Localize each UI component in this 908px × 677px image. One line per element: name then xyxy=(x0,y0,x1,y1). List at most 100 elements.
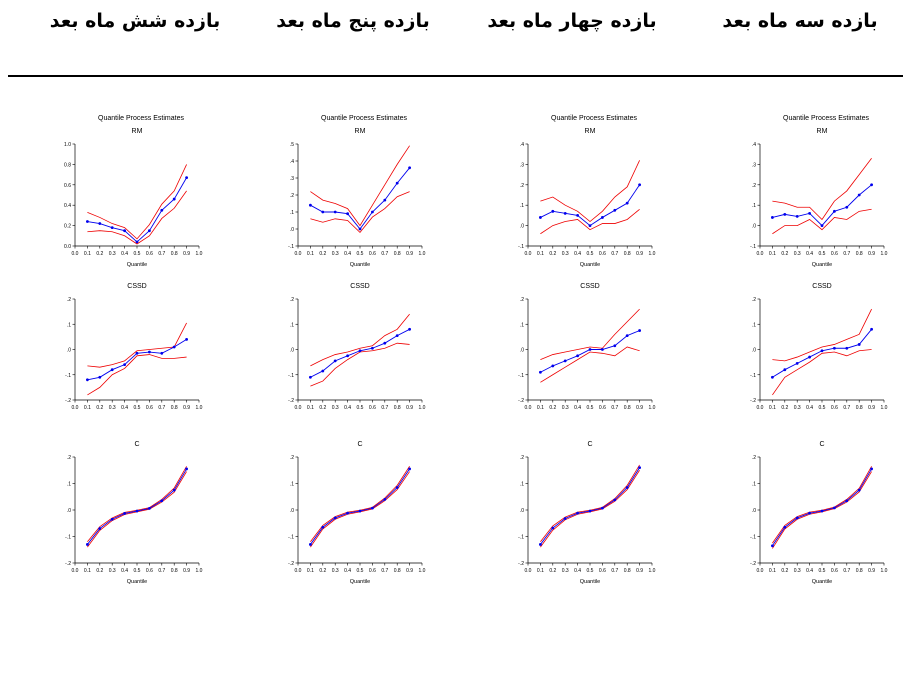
estimate-point xyxy=(870,183,873,187)
y-tick-label: -.1 xyxy=(288,535,294,541)
y-tick-label: .0 xyxy=(290,227,294,233)
x-tick-label: 0.4 xyxy=(574,405,581,411)
estimate-point xyxy=(563,359,567,363)
estimate-point xyxy=(321,210,325,214)
x-tick-label: 0.3 xyxy=(109,405,116,411)
estimate-point xyxy=(576,354,579,358)
x-tick-label: 1.0 xyxy=(649,251,656,257)
x-tick-label: 0.7 xyxy=(158,251,165,257)
x-tick-label: 0.8 xyxy=(171,405,178,411)
x-tick-label: 0.0 xyxy=(757,568,764,574)
x-tick-label: 0.9 xyxy=(636,405,643,411)
x-tick-label: 0.1 xyxy=(537,405,544,411)
estimate-point xyxy=(833,209,836,213)
x-tick-label: 0.5 xyxy=(134,405,141,411)
y-tick-label: .0 xyxy=(752,348,756,354)
estimate-point xyxy=(833,346,836,350)
estimate-point xyxy=(358,227,362,231)
x-tick-label: 0.9 xyxy=(406,568,413,574)
x-axis-label: Quantile xyxy=(580,262,601,268)
x-tick-label: 1.0 xyxy=(196,251,203,257)
y-tick-label: .2 xyxy=(520,297,524,303)
chart-title: Quantile Process Estimates xyxy=(98,115,184,122)
series-line-estimate xyxy=(87,468,187,545)
x-tick-label: 0.9 xyxy=(406,251,413,257)
x-tick-label: 0.2 xyxy=(549,568,556,574)
y-tick-label: .0 xyxy=(67,508,71,514)
x-tick-label: 0.7 xyxy=(611,405,618,411)
estimate-point xyxy=(601,348,604,351)
x-tick-label: 0.5 xyxy=(819,405,826,411)
y-tick-label: .2 xyxy=(67,455,71,461)
x-tick-label: 0.4 xyxy=(121,568,128,574)
y-tick-label: -.1 xyxy=(750,373,756,379)
x-tick-label: 0.2 xyxy=(319,251,326,257)
x-tick-label: 0.7 xyxy=(158,568,165,574)
estimate-point xyxy=(309,375,312,379)
x-tick-label: 0.3 xyxy=(332,405,339,411)
estimate-point xyxy=(539,370,542,374)
panel-subtitle: CSSD xyxy=(127,283,146,290)
series-line-estimate xyxy=(540,184,640,227)
estimate-point xyxy=(395,181,399,185)
y-tick-label: .2 xyxy=(290,193,294,199)
x-tick-label: 0.0 xyxy=(295,251,302,257)
x-tick-label: 0.9 xyxy=(868,251,875,257)
estimate-point xyxy=(408,166,411,170)
y-tick-label: .0 xyxy=(752,508,756,514)
estimate-point xyxy=(321,525,325,529)
estimate-point xyxy=(820,224,824,228)
x-tick-label: 1.0 xyxy=(649,405,656,411)
x-tick-label: 0.8 xyxy=(856,251,863,257)
y-tick-label: .1 xyxy=(520,482,524,488)
y-tick-label: -.2 xyxy=(288,561,294,567)
estimate-point xyxy=(783,212,787,216)
x-tick-label: 0.9 xyxy=(183,251,190,257)
estimate-point xyxy=(371,506,374,510)
x-tick-label: 1.0 xyxy=(196,568,203,574)
x-tick-label: 0.9 xyxy=(868,568,875,574)
estimate-point xyxy=(625,334,629,338)
series-line-estimate xyxy=(310,468,410,545)
panel-subtitle: RM xyxy=(585,128,596,135)
series-line-lower xyxy=(310,471,410,548)
series-line-upper xyxy=(540,308,640,360)
series-line-estimate xyxy=(310,328,410,378)
estimate-point xyxy=(148,507,151,510)
x-tick-label: 0.7 xyxy=(843,405,850,411)
x-tick-label: 0.2 xyxy=(781,251,788,257)
estimate-point xyxy=(98,222,102,225)
x-axis-label: Quantile xyxy=(812,262,833,268)
y-tick-label: .2 xyxy=(520,455,524,461)
y-tick-label: .0 xyxy=(290,348,294,354)
estimate-point xyxy=(795,516,799,520)
x-tick-label: 0.3 xyxy=(332,568,339,574)
estimate-point xyxy=(408,327,411,331)
y-tick-label: .2 xyxy=(290,297,294,303)
x-tick-label: 0.4 xyxy=(344,405,351,411)
y-tick-label: -.2 xyxy=(288,398,294,404)
x-tick-label: 0.7 xyxy=(381,568,388,574)
x-tick-label: 0.8 xyxy=(171,251,178,257)
x-tick-label: 0.5 xyxy=(587,405,594,411)
estimate-point xyxy=(148,350,151,354)
estimate-point xyxy=(625,486,629,489)
series-line-lower xyxy=(87,471,187,548)
x-tick-label: 0.0 xyxy=(757,251,764,257)
y-tick-label: .0 xyxy=(520,224,524,230)
panel-cssd: CSSD -.2 -.1 .0 .1 .2 0.0 0.1 0.2 0.3 0.4 0.5 0.6 0.7… xyxy=(750,283,888,411)
x-tick-label: 0.7 xyxy=(611,568,618,574)
x-tick-label: 0.4 xyxy=(344,568,351,574)
estimate-point xyxy=(845,499,849,503)
x-tick-label: 0.5 xyxy=(357,405,364,411)
estimate-point xyxy=(333,210,337,214)
x-tick-label: 0.1 xyxy=(84,251,91,257)
estimate-point xyxy=(172,197,176,201)
y-tick-label: .1 xyxy=(520,203,524,209)
x-tick-label: 1.0 xyxy=(196,405,203,411)
column-header-3-months: بازده سه ماه بعد xyxy=(722,10,878,32)
x-tick-label: 0.8 xyxy=(856,405,863,411)
x-tick-label: 0.0 xyxy=(525,405,532,411)
estimate-point xyxy=(123,363,126,367)
y-tick-label: -.1 xyxy=(288,244,294,250)
